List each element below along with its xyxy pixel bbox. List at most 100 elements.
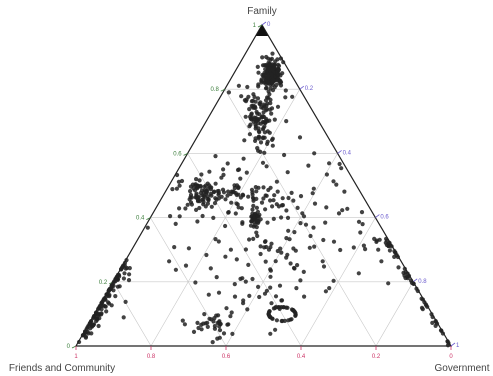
data-point: [240, 276, 245, 281]
data-point: [83, 329, 88, 334]
data-point: [261, 135, 266, 140]
data-point: [104, 309, 109, 314]
data-point: [210, 340, 215, 345]
data-point: [194, 207, 199, 212]
data-point: [430, 320, 435, 325]
data-point: [91, 323, 96, 328]
data-point: [245, 307, 250, 312]
data-point: [255, 209, 260, 214]
data-point: [264, 108, 269, 113]
data-point: [276, 204, 281, 209]
data-point: [176, 179, 181, 184]
data-point: [244, 170, 249, 175]
data-point: [174, 186, 179, 191]
data-point: [188, 184, 194, 189]
data-point: [361, 243, 366, 248]
data-point: [99, 300, 104, 305]
data-point: [212, 324, 217, 329]
data-point: [177, 206, 182, 211]
data-point: [240, 221, 245, 226]
data-point: [204, 252, 209, 258]
data-point: [217, 335, 222, 340]
data-point: [324, 205, 329, 210]
data-point: [223, 254, 228, 259]
data-point: [359, 210, 365, 215]
data-point: [440, 331, 445, 336]
data-point: [420, 307, 425, 312]
data-point: [256, 70, 261, 75]
data-point: [173, 221, 178, 226]
data-point: [234, 201, 239, 206]
data-point: [193, 183, 198, 188]
data-point: [291, 246, 296, 251]
data-point: [270, 204, 275, 209]
data-point: [275, 248, 280, 254]
data-point: [191, 329, 197, 334]
grid-line-friends: [150, 217, 227, 347]
data-point: [250, 207, 255, 212]
data-point: [272, 117, 277, 122]
tick-label-government: 0.2: [305, 86, 314, 92]
data-point: [258, 244, 263, 249]
tick-mark-family: [146, 217, 151, 220]
data-point: [238, 195, 243, 200]
data-point: [295, 205, 300, 210]
data-point: [107, 294, 112, 299]
data-point: [260, 127, 265, 132]
data-point: [212, 316, 217, 321]
data-point: [269, 106, 275, 111]
tick-label-family: 0: [67, 344, 71, 350]
data-point: [303, 222, 309, 227]
data-point: [228, 247, 233, 252]
data-point: [257, 294, 262, 300]
tick-label-friends: 1: [74, 354, 78, 360]
data-point: [194, 177, 199, 182]
data-point: [262, 63, 267, 68]
data-point: [229, 200, 234, 205]
data-point: [262, 70, 267, 75]
data-point: [202, 312, 207, 317]
data-point: [195, 198, 201, 203]
data-point: [243, 99, 249, 104]
vertex-label-family: Family: [247, 6, 276, 17]
data-point: [277, 306, 282, 311]
data-point: [113, 294, 118, 299]
data-point: [248, 122, 253, 127]
data-point: [127, 272, 132, 277]
data-point: [216, 239, 221, 244]
data-point: [292, 230, 297, 235]
data-point: [283, 88, 288, 93]
data-point: [230, 331, 235, 336]
tick-label-friends: 0.6: [222, 354, 231, 360]
grid-line-government: [375, 281, 414, 347]
data-point: [268, 285, 273, 290]
data-point: [219, 194, 224, 199]
data-point: [266, 310, 272, 315]
data-point: [261, 185, 266, 190]
data-point: [268, 185, 273, 190]
data-point: [256, 284, 261, 289]
data-point: [252, 216, 257, 221]
data-point: [269, 301, 274, 306]
data-point: [284, 236, 289, 241]
data-point: [393, 250, 398, 255]
data-point: [386, 281, 391, 286]
data-point: [331, 179, 336, 184]
data-point: [194, 193, 199, 198]
data-point: [195, 320, 200, 325]
data-point: [345, 206, 350, 211]
data-point: [213, 154, 218, 159]
data-point: [272, 85, 277, 90]
data-point: [276, 67, 282, 72]
data-point: [278, 83, 284, 88]
data-point: [268, 57, 273, 62]
tick-label-friends: 0: [449, 354, 453, 360]
data-point: [254, 225, 259, 230]
data-point: [270, 136, 275, 141]
data-point: [387, 248, 392, 253]
data-point: [247, 293, 252, 298]
data-point: [226, 90, 231, 95]
data-point: [298, 278, 303, 283]
data-point: [270, 143, 275, 148]
